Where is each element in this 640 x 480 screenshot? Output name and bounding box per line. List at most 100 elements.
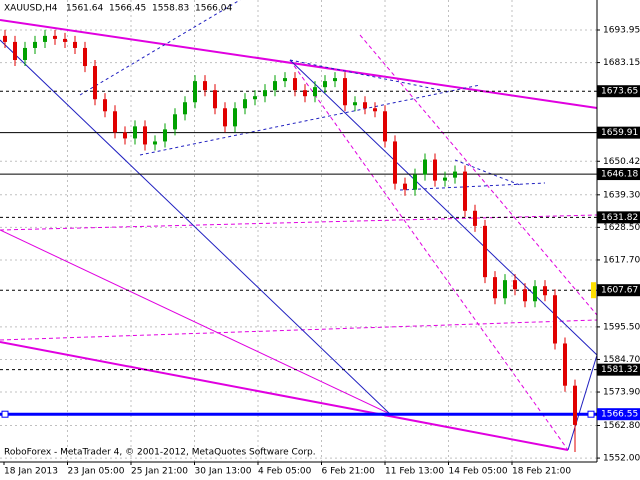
footer: RoboForex - MetaTrader 4, © 2001-2012, M… (4, 448, 316, 458)
candle-body (133, 126, 137, 139)
candle-body (423, 159, 427, 175)
candle-body (193, 81, 197, 103)
level-label: 1631.82 (601, 213, 638, 223)
candle-body (373, 108, 377, 112)
trendline (0, 214, 598, 231)
header-value: 1561.64 (66, 4, 103, 14)
candle-body (333, 78, 337, 82)
y-tick-label: 1584.70 (603, 355, 640, 365)
candle-body (3, 35, 7, 42)
candle-body (173, 114, 177, 130)
candle-body (343, 78, 347, 106)
candle-body (143, 126, 147, 145)
candle-body (473, 210, 477, 226)
y-tick-label: 1639.30 (603, 190, 640, 200)
level-anchor (1, 410, 9, 418)
candle-body (203, 81, 207, 91)
candle-body (383, 111, 387, 142)
trendline (79, 0, 241, 96)
y-tick-label: 1562.80 (603, 421, 640, 431)
level-label-box (597, 284, 640, 297)
candle-body (33, 41, 37, 48)
x-tick-label: 30 Jan 13:00 (195, 467, 252, 477)
candle-body (563, 343, 567, 386)
trendline (0, 319, 598, 341)
trendline (289, 59, 598, 356)
y-tick-label: 1650.42 (603, 157, 640, 167)
level-label: 1607.67 (601, 286, 638, 296)
candle-body (273, 81, 277, 91)
x-tick-label: 14 Feb 05:00 (449, 467, 508, 477)
axis: 1693.95 1683.15 1650.42 1639.30 1628.50 1617.… (3, 26, 640, 477)
candle-body (353, 102, 357, 106)
header-value: 1566.45 (109, 4, 146, 14)
y-tick-label: 1552.00 (603, 454, 640, 464)
candle-body (573, 385, 577, 425)
candle-body (533, 286, 537, 302)
x-tick-label: 18 Jan 2013 (4, 467, 58, 477)
candle-body (403, 183, 407, 190)
candle-body (83, 47, 87, 67)
level-label: 1673.65 (601, 87, 638, 97)
x-tick-label: 11 Feb 13:00 (385, 467, 444, 477)
candle-body (43, 35, 47, 42)
trendline (289, 59, 441, 91)
candle-body (243, 99, 247, 109)
candle-body (53, 35, 57, 39)
candle-body (283, 78, 287, 82)
level-anchor (587, 410, 595, 418)
x-tick-label: 4 Feb 05:00 (258, 467, 312, 477)
candle-body (123, 132, 127, 139)
candle-body (413, 174, 417, 190)
level-label-box (597, 211, 640, 224)
candle-body (303, 90, 307, 97)
trendline (139, 84, 481, 156)
candle-body (393, 141, 397, 184)
y-tick-label: 1617.70 (603, 255, 640, 265)
candle-body (163, 129, 167, 142)
candle-body (443, 177, 447, 181)
candle-body (453, 171, 457, 178)
level-label-box (597, 85, 640, 98)
level-label-box (597, 126, 640, 139)
candle-body (183, 102, 187, 115)
trendline (399, 182, 546, 191)
candle-body (253, 96, 257, 100)
candle-body (153, 141, 157, 145)
level-label: 1566.55 (601, 410, 638, 420)
candle-body (293, 78, 297, 91)
candle-body (73, 41, 77, 48)
level-label: 1659.91 (601, 128, 638, 138)
candle-body (93, 66, 97, 100)
trendline (0, 19, 598, 109)
candle-body (553, 295, 557, 344)
x-tick-label: 23 Jan 05:00 (68, 467, 125, 477)
level-label: 1581.32 (601, 365, 638, 375)
header-value: 1566.04 (195, 4, 232, 14)
candle-body (63, 38, 67, 42)
candle-body (513, 280, 517, 290)
candle-body (223, 108, 227, 127)
y-tick-label: 1595.50 (603, 322, 640, 332)
candle-body (523, 289, 527, 302)
candle-body (13, 41, 17, 61)
levels (0, 90, 597, 418)
level-label: 1646.18 (601, 170, 638, 180)
level-marker (591, 282, 596, 299)
trendline (0, 39, 391, 415)
candle-body (213, 90, 217, 109)
candle-body (313, 87, 317, 97)
header-value: 1558.83 (152, 4, 189, 14)
y-tick-label: 1693.95 (603, 26, 640, 36)
candle-body (483, 225, 487, 278)
candle-body (363, 102, 367, 109)
symbol: XAUUSD,H4 (4, 4, 58, 14)
y-tick-label: 1683.15 (603, 58, 640, 68)
trendline (0, 341, 569, 451)
candles (3, 29, 577, 453)
level-label-box (597, 408, 640, 421)
candle-body (113, 111, 117, 133)
candle-body (463, 171, 467, 211)
y-tick-label: 1628.50 (603, 223, 640, 233)
